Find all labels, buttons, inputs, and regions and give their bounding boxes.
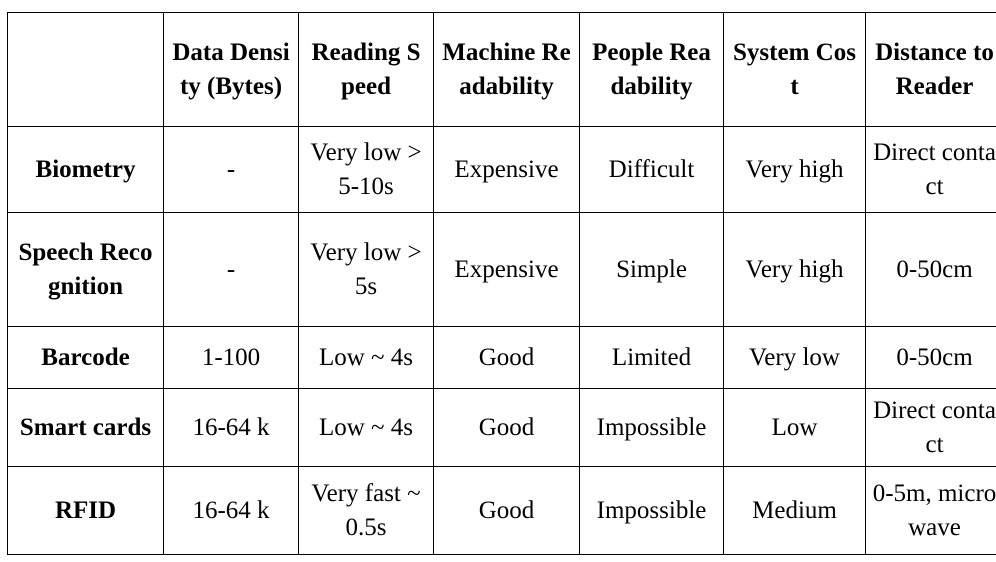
table-cell: Very high xyxy=(723,126,866,213)
table-row: Barcode 1-100 Low ~ 4s Good Limited Very… xyxy=(7,326,996,389)
table-cell: 0-5m, microwave xyxy=(865,466,996,555)
table-cell: Very low > 5s xyxy=(298,212,434,327)
row-label: Biometry xyxy=(7,126,164,213)
table-cell: - xyxy=(163,126,299,213)
table-cell: Limited xyxy=(579,326,724,389)
table-row: Smart cards 16-64 k Low ~ 4s Good Imposs… xyxy=(7,388,996,467)
row-label: Speech Recognition xyxy=(7,212,164,327)
table-cell: Direct contact xyxy=(865,126,996,213)
header-cell-data-density: Data Density (Bytes) xyxy=(163,12,299,127)
table-row: Biometry - Very low > 5-10s Expensive Di… xyxy=(7,126,996,213)
row-label: Barcode xyxy=(7,326,164,389)
table-cell: - xyxy=(163,212,299,327)
table-cell: 16-64 k xyxy=(163,466,299,555)
table-cell: Expensive xyxy=(433,212,580,327)
table-cell: Low ~ 4s xyxy=(298,388,434,467)
table-cell: Very low xyxy=(723,326,866,389)
table-cell: Medium xyxy=(723,466,866,555)
table-cell: 16-64 k xyxy=(163,388,299,467)
table-cell: Low xyxy=(723,388,866,467)
table-cell: Very high xyxy=(723,212,866,327)
table-cell: Impossible xyxy=(579,388,724,467)
row-label: RFID xyxy=(7,466,164,555)
header-row: Data Density (Bytes) Reading Speed Machi… xyxy=(7,12,996,127)
table-row: Speech Recognition - Very low > 5s Expen… xyxy=(7,212,996,327)
table-cell: Low ~ 4s xyxy=(298,326,434,389)
table-cell: Expensive xyxy=(433,126,580,213)
header-cell-machine-readability: Machine Readability xyxy=(433,12,580,127)
header-cell-people-readability: People Readability xyxy=(579,12,724,127)
table-cell: Direct contact xyxy=(865,388,996,467)
table-cell: Impossible xyxy=(579,466,724,555)
table-cell: Simple xyxy=(579,212,724,327)
table-cell: 1-100 xyxy=(163,326,299,389)
table-cell: 0-50cm xyxy=(865,212,996,327)
table-cell: Difficult xyxy=(579,126,724,213)
header-cell-reading-speed: Reading Speed xyxy=(298,12,434,127)
table-cell: Good xyxy=(433,388,580,467)
table-cell: 0-50cm xyxy=(865,326,996,389)
table-cell: Good xyxy=(433,466,580,555)
header-cell-distance-to-reader: Distance to Reader xyxy=(865,12,996,127)
table-cell: Good xyxy=(433,326,580,389)
header-cell-system-cost: System Cost xyxy=(723,12,866,127)
table-row: RFID 16-64 k Very fast ~ 0.5s Good Impos… xyxy=(7,466,996,555)
table-cell: Very low > 5-10s xyxy=(298,126,434,213)
table-cell: Very fast ~ 0.5s xyxy=(298,466,434,555)
header-cell-empty xyxy=(7,12,164,127)
row-label: Smart cards xyxy=(7,388,164,467)
comparison-table: Data Density (Bytes) Reading Speed Machi… xyxy=(7,12,996,555)
